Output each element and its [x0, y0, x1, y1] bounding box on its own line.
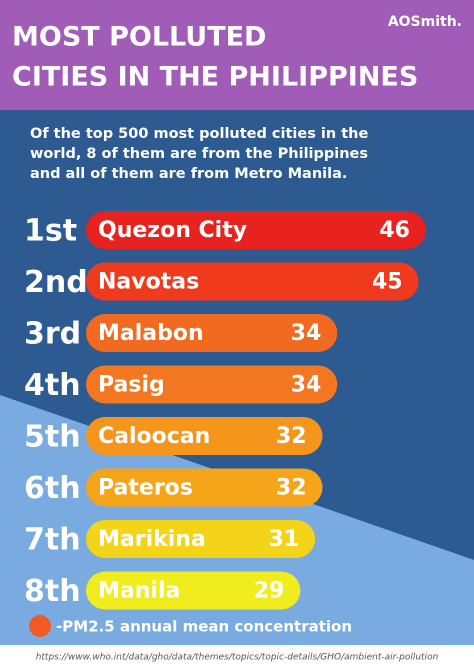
source: https://www.who.int/data/gho/data/themes…	[36, 653, 439, 663]
bar	[86, 262, 419, 301]
value-label: 32	[276, 476, 307, 501]
city-label: Pasig	[98, 373, 165, 398]
bar	[86, 417, 323, 455]
bar	[86, 520, 316, 558]
bar	[86, 468, 323, 507]
bar	[86, 365, 338, 404]
value-label: 34	[291, 321, 322, 346]
brand-logo: AOSmith.	[388, 14, 462, 30]
rank-label: 6th	[24, 471, 81, 506]
value-label: 46	[379, 218, 410, 243]
city-label: Quezon City	[98, 218, 247, 243]
value-label: 31	[269, 527, 300, 552]
rank-label: 2nd	[24, 265, 88, 300]
title-line: CITIES IN THE PHILIPPINES	[12, 62, 418, 93]
city-label: Navotas	[98, 270, 199, 295]
rank-label: 3rd	[24, 317, 81, 352]
city-label: Manila	[98, 579, 180, 604]
legend-label: -PM2.5 annual mean concentration	[56, 618, 352, 636]
header	[0, 0, 474, 110]
subtitle-line: and all of them are from Metro Manila.	[30, 166, 347, 182]
city-label: Malabon	[98, 321, 204, 346]
value-label: 45	[372, 270, 403, 295]
legend-swatch	[29, 615, 51, 637]
city-label: Marikina	[98, 527, 206, 552]
city-label: Caloocan	[98, 424, 210, 449]
rank-label: 4th	[24, 368, 81, 403]
value-label: 32	[276, 424, 307, 449]
rank-label: 1st	[24, 214, 77, 249]
subtitle-line: world, 8 of them are from the Philippine…	[30, 146, 368, 162]
footer	[0, 645, 474, 670]
rank-label: 7th	[24, 523, 81, 558]
value-label: 34	[291, 373, 322, 398]
city-label: Pateros	[98, 476, 193, 501]
value-label: 29	[254, 579, 285, 604]
title-line: MOST POLLUTED	[12, 22, 266, 53]
bar	[86, 571, 301, 610]
rank-label: 5th	[24, 420, 81, 455]
bar	[86, 211, 426, 249]
bar	[86, 314, 338, 352]
subtitle-line: Of the top 500 most polluted cities in t…	[30, 126, 369, 142]
rank-label: 8th	[24, 574, 81, 609]
